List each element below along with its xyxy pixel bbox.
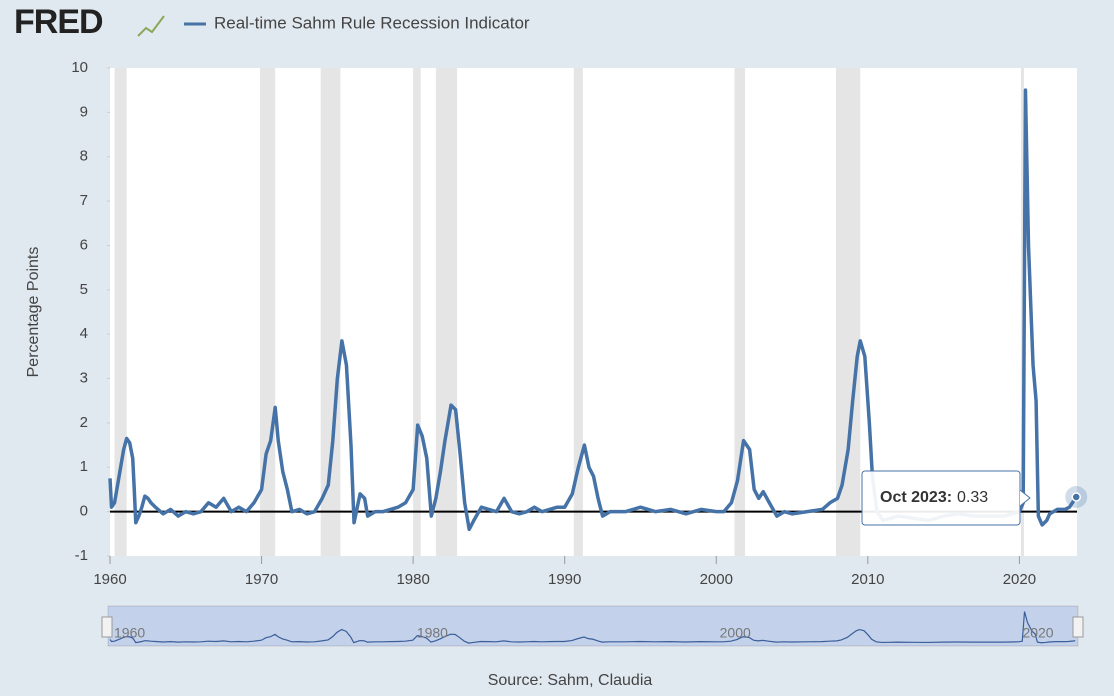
logo: FRED (14, 3, 103, 41)
y-tick-label: 4 (80, 325, 88, 342)
x-tick-label: 1970 (245, 571, 278, 588)
recession-band (1020, 68, 1024, 556)
navigator-selection[interactable] (108, 606, 1078, 646)
recession-band (320, 68, 341, 556)
y-tick-label: 1 (80, 458, 88, 475)
y-tick-label: 9 (80, 103, 88, 120)
y-tick-label: 10 (71, 59, 88, 76)
series-line (108, 88, 1078, 532)
y-tick-label: 6 (80, 236, 88, 253)
tooltip-pointer (1019, 489, 1031, 507)
recession-band (114, 68, 127, 556)
y-tick-label: 8 (80, 148, 88, 165)
recession-band (413, 68, 421, 556)
x-tick-label: 1980 (396, 571, 429, 588)
y-tick-label: 3 (80, 370, 88, 387)
tooltip-text: Oct 2023: 0.33 (880, 489, 988, 506)
navigator-tick-label: 1980 (417, 625, 448, 641)
x-tick-label: 2000 (700, 571, 733, 588)
hover-point (1071, 492, 1081, 502)
logo-icon (137, 15, 165, 37)
recession-band (573, 68, 583, 556)
y-tick-label: 0 (80, 503, 88, 520)
y-tick-label: 2 (80, 414, 88, 431)
source: Source: Sahm, Claudia (488, 672, 653, 689)
navigator-handle[interactable] (101, 616, 113, 638)
x-tick-label: 1990 (548, 571, 581, 588)
y-tick-label: 5 (80, 281, 88, 298)
navigator-tick-label: 1960 (114, 625, 145, 641)
x-tick-label: 1960 (93, 571, 126, 588)
navigator-line (109, 611, 1076, 644)
y-tick-label: 7 (80, 192, 88, 209)
navigator-handle[interactable] (1072, 616, 1084, 638)
recession-band (435, 68, 458, 556)
tooltip-value: 0.33 (957, 489, 988, 506)
legend-label: Real-time Sahm Rule Recession Indicator (214, 13, 530, 32)
recession-band (734, 68, 746, 556)
x-tick-label: 2010 (851, 571, 884, 588)
y-tick-label: -1 (75, 547, 88, 564)
x-tick-label: 2020 (1003, 571, 1036, 588)
recession-band (836, 68, 861, 556)
y-axis-label: Percentage Points (25, 247, 42, 378)
tooltip: Oct 2023: 0.33 (861, 470, 1031, 526)
navigator-tick-label: 2000 (720, 625, 751, 641)
tooltip-label: Oct 2023: (880, 489, 952, 506)
navigator-tick-label: 2020 (1022, 625, 1053, 641)
